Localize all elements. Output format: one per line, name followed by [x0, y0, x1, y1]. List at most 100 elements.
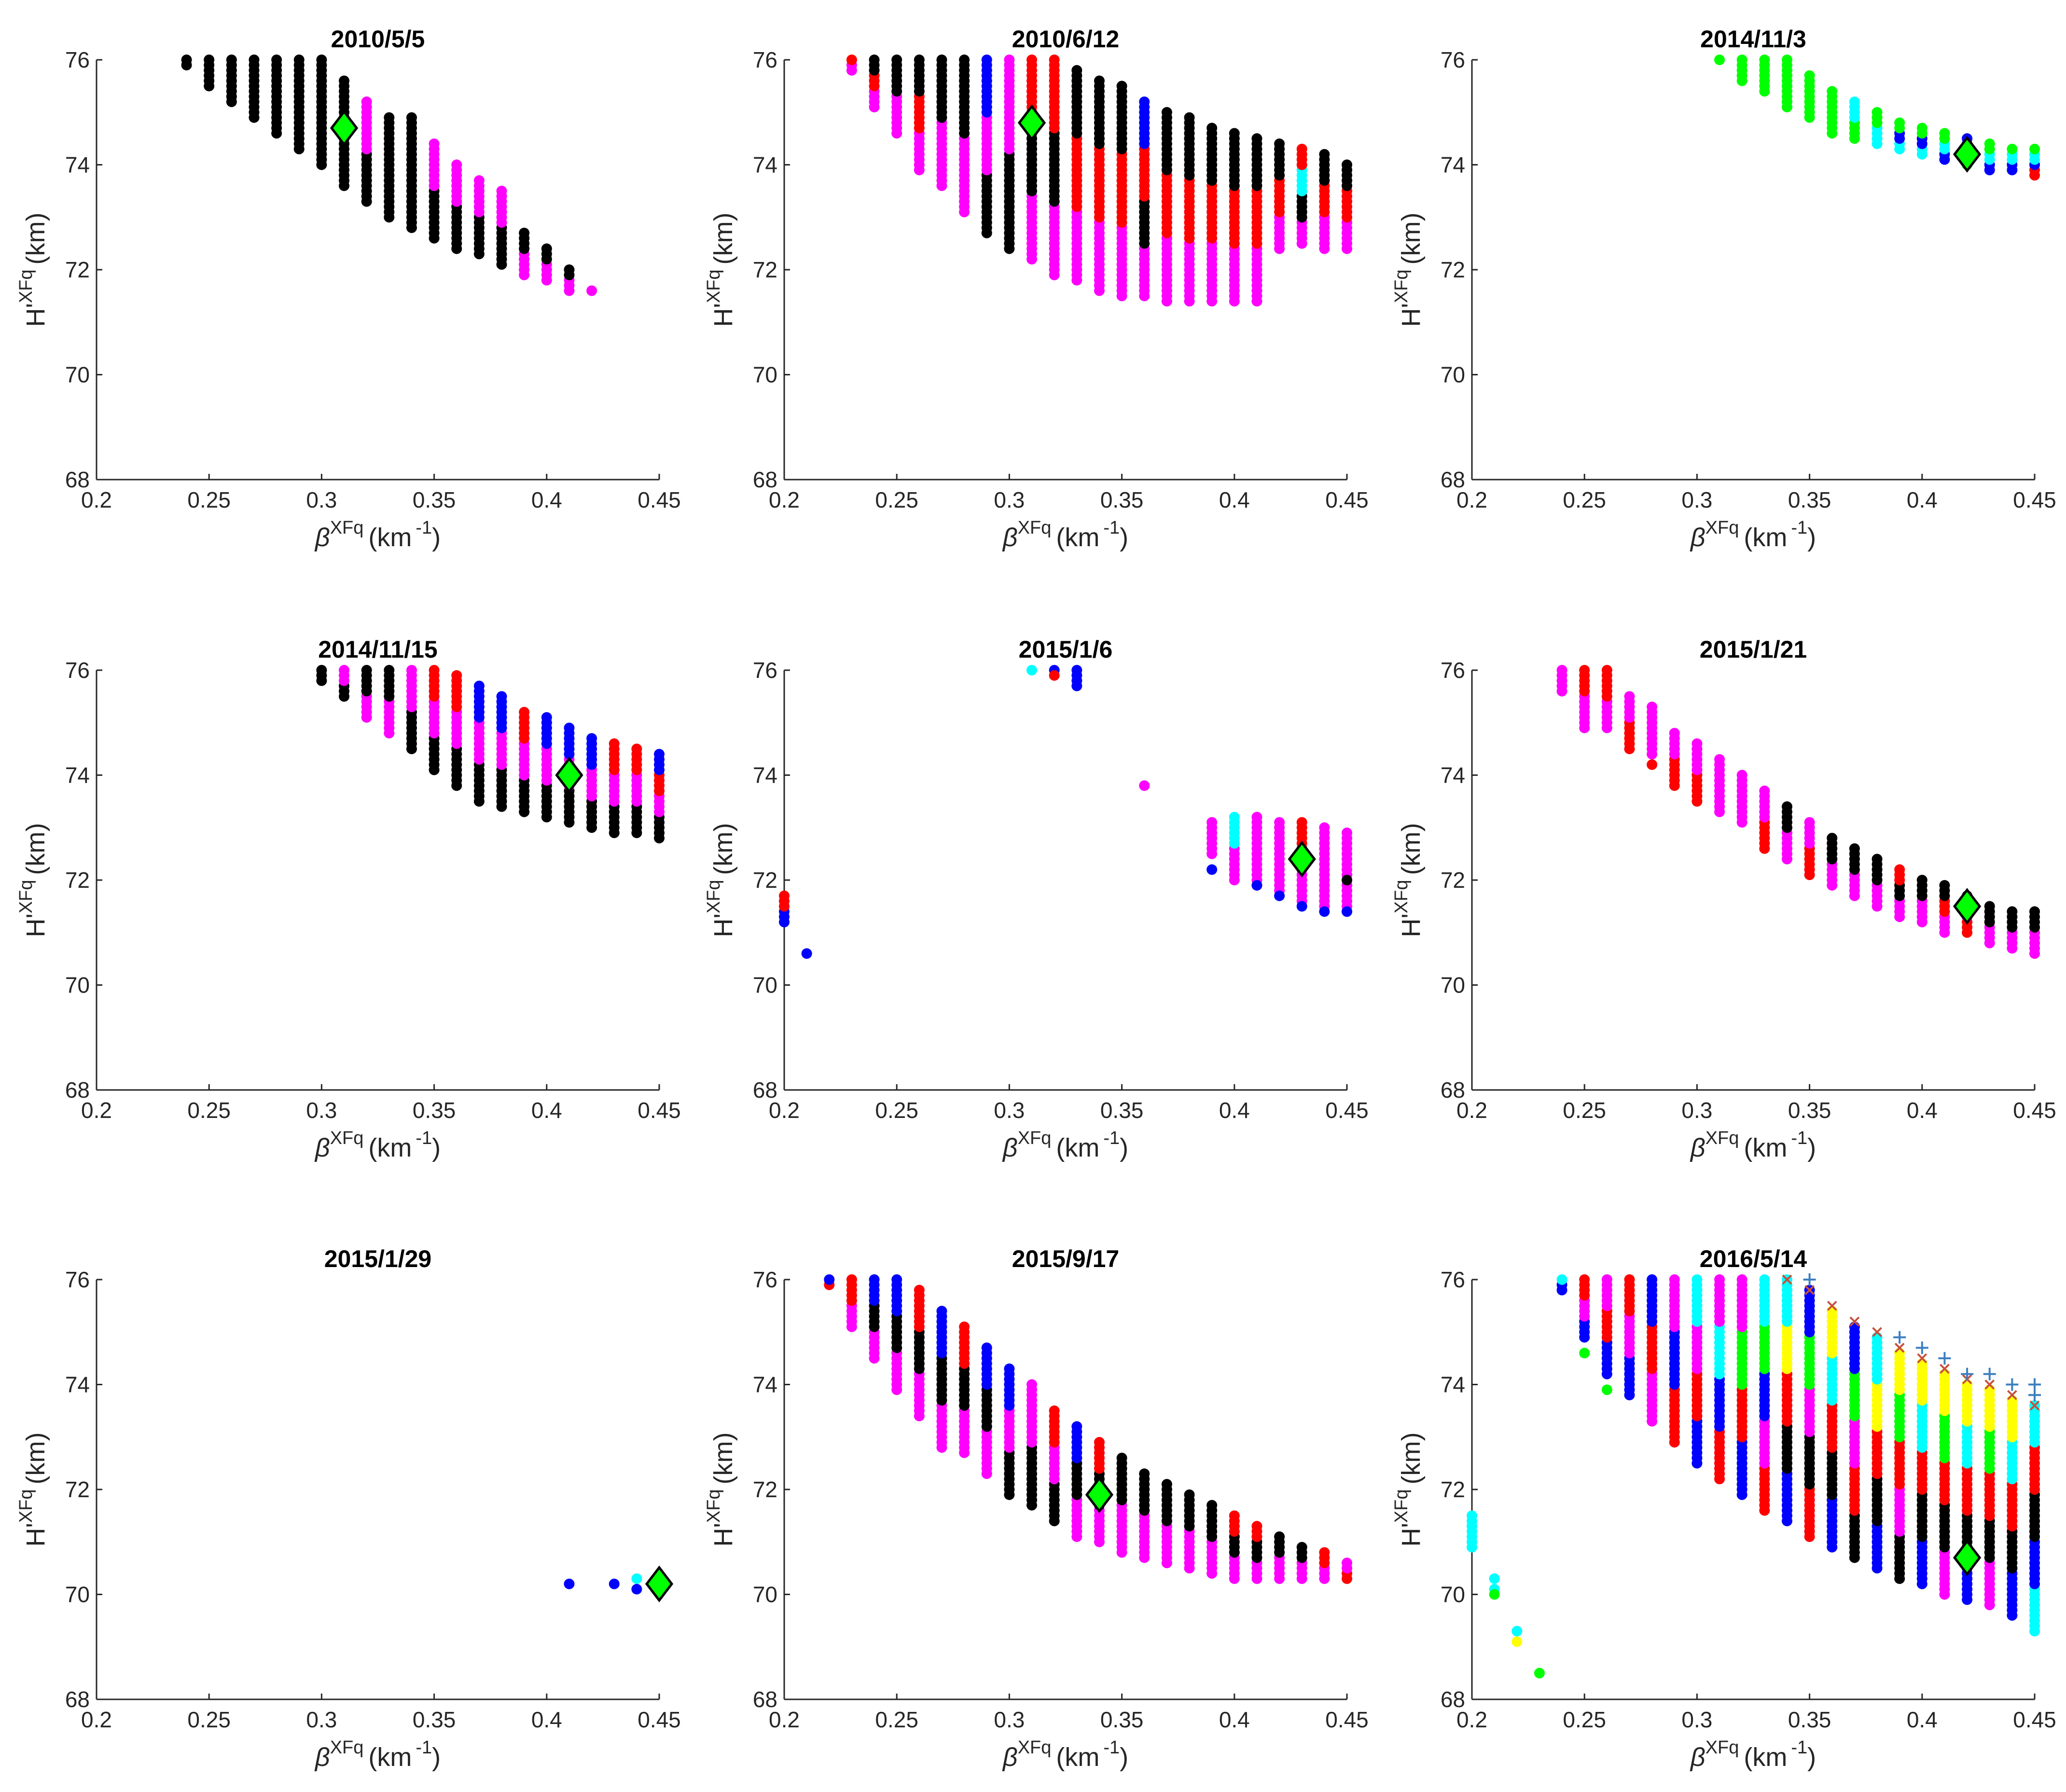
- scatter-point: [1916, 123, 1927, 134]
- y-tick-label: 72: [753, 868, 777, 893]
- x-tick-label: 0.4: [1219, 487, 1250, 512]
- scatter-point: [429, 138, 440, 149]
- scatter-point: [1827, 1306, 1838, 1317]
- x-tick-label: 0.4: [531, 1707, 562, 1732]
- cross-marker: [1782, 1274, 1792, 1285]
- scatter-point: [406, 112, 417, 123]
- scatter-point: [564, 1578, 575, 1589]
- x-tick-label: 0.35: [413, 487, 456, 512]
- panel-title: 2016/5/14: [1700, 1245, 1807, 1272]
- x-tick-label: 0.35: [413, 1098, 456, 1123]
- y-axis-label: H'XFq(km): [704, 823, 738, 937]
- scatter-point: [1319, 149, 1330, 160]
- scatter-point: [1274, 817, 1285, 828]
- scatter-point: [1342, 875, 1352, 885]
- y-tick-label: 70: [65, 362, 90, 387]
- cross-marker: [2029, 1400, 2040, 1411]
- scatter-point: [519, 707, 530, 717]
- y-tick-label: 74: [753, 152, 777, 178]
- scatter-point: [654, 749, 665, 759]
- scatter-point: [1026, 55, 1038, 65]
- scatter-point: [339, 75, 350, 86]
- scatter-point: [1251, 812, 1262, 823]
- cross-marker: [1940, 1364, 1950, 1374]
- x-tick-label: 0.2: [81, 1707, 112, 1732]
- plus-marker: [1803, 1273, 1816, 1286]
- scatter-point: [1026, 665, 1038, 675]
- panel-5: 2015/1/6 0.2 0.25 0.3 0.35 0.4 0.45 68 70 72 74 76 β…: [704, 636, 1369, 1162]
- scatter-point: [1714, 55, 1725, 65]
- scatter-point: [204, 55, 215, 65]
- scatter-point: [1647, 759, 1658, 770]
- y-tick-label: 68: [65, 467, 90, 492]
- scatter-point: [519, 227, 530, 238]
- x-tick-label: 0.45: [2013, 1707, 2056, 1732]
- scatter-point: [1184, 1489, 1195, 1500]
- scatter-point: [1872, 854, 1883, 865]
- scatter-point: [1184, 112, 1195, 123]
- cross-marker: [1804, 1285, 1815, 1296]
- x-tick-label: 0.3: [994, 1098, 1025, 1123]
- x-tick-label: 0.35: [1100, 1707, 1144, 1732]
- panel-title: 2010/6/12: [1012, 26, 1119, 53]
- x-axis-label: βXFq (km -1): [1002, 1128, 1128, 1162]
- scatter-point: [1984, 901, 1995, 912]
- scatter-point: [1139, 1468, 1150, 1479]
- x-tick-label: 0.45: [638, 1098, 681, 1123]
- scatter-point: [1489, 1589, 1500, 1600]
- scatter-point: [226, 55, 237, 65]
- scatter-point: [541, 243, 552, 254]
- scatter-point: [451, 670, 462, 681]
- x-tick-label: 0.2: [1456, 1098, 1487, 1123]
- scatter-point: [1939, 128, 1950, 139]
- x-tick-label: 0.2: [769, 1707, 800, 1732]
- scatter-point: [1116, 81, 1127, 92]
- panel-3: 2014/11/3 0.2 0.25 0.3 0.35 0.4 0.45 68 70 72 74 76…: [1391, 26, 2056, 552]
- scatter-point: [1229, 128, 1240, 139]
- scatter-point: [609, 1578, 620, 1589]
- scatter-point: [1894, 1348, 1905, 1359]
- scatter-point: [1319, 906, 1330, 917]
- scatter-point: [936, 55, 947, 65]
- x-tick-label: 0.2: [1456, 487, 1487, 512]
- scatter-point: [1116, 1452, 1127, 1463]
- scatter-point: [1342, 906, 1352, 917]
- best-fit-diamond: [330, 110, 359, 147]
- y-tick-label: 68: [65, 1077, 90, 1103]
- scatter-point: [1296, 1542, 1307, 1553]
- scatter-point: [1229, 1510, 1240, 1521]
- scatter-point: [1049, 55, 1060, 65]
- panel-title: 2015/1/21: [1700, 636, 1807, 663]
- y-tick-label: 70: [753, 362, 777, 387]
- x-tick-label: 0.3: [994, 1707, 1025, 1732]
- y-tick-label: 68: [1441, 1077, 1465, 1103]
- x-tick-label: 0.3: [306, 1098, 337, 1123]
- scatter-point: [1251, 880, 1262, 891]
- scatter-point: [1296, 143, 1307, 154]
- x-tick-label: 0.3: [306, 1707, 337, 1732]
- scatter-point: [316, 55, 327, 65]
- scatter-point: [2029, 143, 2040, 154]
- scatter-point: [1849, 1321, 1860, 1332]
- y-tick-label: 72: [1441, 257, 1465, 282]
- plus-marker: [1983, 1367, 1996, 1380]
- scatter-point: [1601, 1274, 1612, 1285]
- scatter-point: [384, 112, 395, 123]
- scatter-point: [293, 55, 305, 65]
- scatter-point: [1467, 1510, 1477, 1521]
- y-tick-label: 70: [753, 1582, 777, 1607]
- scatter-point: [1274, 138, 1285, 149]
- scatter-point: [846, 1274, 857, 1285]
- panel-9: 2016/5/14 0.2 0.25 0.3 0.35 0.4 0.45 68 70 72 74 76…: [1391, 1245, 2056, 1772]
- scatter-point: [1962, 1379, 1973, 1390]
- scatter-point: [1714, 754, 1725, 765]
- x-tick-label: 0.25: [187, 1098, 231, 1123]
- x-tick-label: 0.25: [1563, 487, 1606, 512]
- x-tick-label: 0.35: [1100, 1098, 1144, 1123]
- scatter-point: [1872, 1332, 1883, 1343]
- scatter-point: [1049, 670, 1060, 681]
- scatter-point: [1872, 107, 1883, 118]
- y-axis-label: H'XFq(km): [16, 213, 50, 327]
- scatter-point: [1827, 833, 1838, 843]
- y-tick-label: 74: [1441, 152, 1465, 178]
